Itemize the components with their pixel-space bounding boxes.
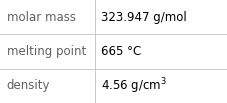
Text: density: density (7, 79, 50, 92)
Text: 665 °C: 665 °C (101, 45, 141, 58)
Text: 4.56 g/cm$^3$: 4.56 g/cm$^3$ (101, 76, 167, 96)
Text: molar mass: molar mass (7, 11, 76, 24)
Text: 323.947 g/mol: 323.947 g/mol (101, 11, 186, 24)
Text: melting point: melting point (7, 45, 86, 58)
